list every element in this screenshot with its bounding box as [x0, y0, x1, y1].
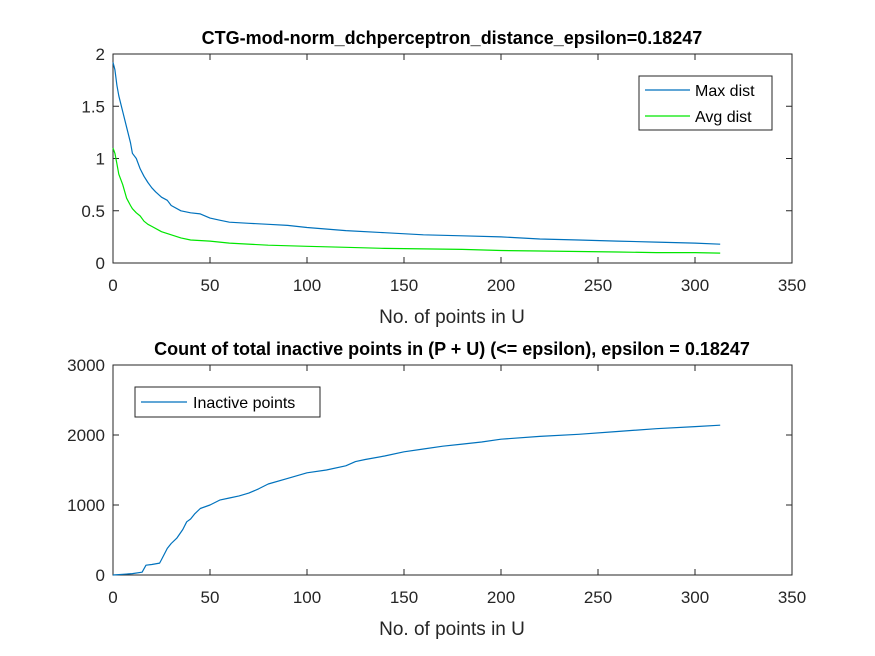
bottom-x-tick-label: 200 [487, 588, 515, 607]
bottom-x-tick-label: 0 [108, 588, 117, 607]
legend-label-inactive-points: Inactive points [193, 395, 295, 412]
bottom-y-tick-label: 0 [96, 566, 105, 585]
legend-label-avg-dist: Avg dist [695, 109, 752, 126]
top-y-tick-label: 1 [96, 150, 105, 169]
bottom-series-group [112, 424, 721, 576]
top-x-ticks: 0 50 100 150 200 250 300 350 [108, 54, 806, 295]
top-x-axis-label: No. of points in U [379, 307, 525, 328]
top-x-tick-label: 350 [778, 276, 806, 295]
bottom-x-tick-label: 50 [201, 588, 220, 607]
bottom-x-tick-label: 150 [390, 588, 418, 607]
bottom-x-ticks: 0 50 100 150 200 250 300 350 [108, 365, 806, 607]
chart-bottom: Count of total inactive points in (P + U… [67, 339, 806, 640]
legend-label-max-dist: Max dist [695, 83, 755, 100]
bottom-legend: Inactive points [134, 386, 321, 418]
top-chart-title: CTG-mod-norm_dchperceptron_distance_epsi… [202, 28, 703, 48]
top-x-tick-label: 100 [293, 276, 321, 295]
bottom-x-tick-label: 100 [293, 588, 321, 607]
bottom-x-tick-label: 350 [778, 588, 806, 607]
top-legend: Max dist Avg dist [638, 75, 773, 131]
top-x-tick-label: 0 [108, 276, 117, 295]
bottom-x-tick-label: 250 [584, 588, 612, 607]
bottom-x-tick-label: 300 [681, 588, 709, 607]
top-x-tick-label: 300 [681, 276, 709, 295]
top-y-tick-label: 0 [96, 254, 105, 273]
top-x-tick-label: 150 [390, 276, 418, 295]
top-x-tick-label: 250 [584, 276, 612, 295]
top-series-group [112, 62, 721, 254]
bottom-x-axis-label: No. of points in U [379, 619, 525, 640]
bottom-y-ticks: 0 1000 2000 3000 [67, 356, 792, 585]
top-y-ticks: 0 0.5 1 1.5 2 [81, 45, 792, 273]
bottom-y-tick-label: 2000 [67, 426, 105, 445]
bottom-y-tick-label: 1000 [67, 496, 105, 515]
series-line-avg-dist [112, 147, 721, 254]
top-x-tick-label: 50 [201, 276, 220, 295]
top-y-tick-label: 1.5 [81, 97, 105, 116]
bottom-chart-title: Count of total inactive points in (P + U… [154, 339, 750, 359]
top-y-tick-label: 0.5 [81, 202, 105, 221]
top-x-tick-label: 200 [487, 276, 515, 295]
series-line-inactive-points [112, 424, 721, 576]
series-line-max-dist [112, 62, 721, 245]
top-y-tick-label: 2 [96, 45, 105, 64]
bottom-y-tick-label: 3000 [67, 356, 105, 375]
top-legend-box [638, 75, 773, 131]
chart-top: CTG-mod-norm_dchperceptron_distance_epsi… [81, 28, 806, 328]
